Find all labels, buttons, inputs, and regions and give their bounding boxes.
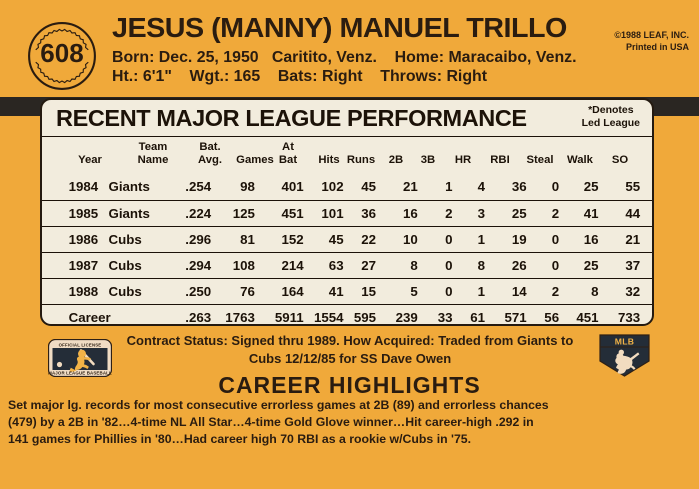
svg-text:OFFICIAL LICENSE: OFFICIAL LICENSE (59, 342, 102, 347)
svg-text:MLB: MLB (615, 337, 635, 347)
